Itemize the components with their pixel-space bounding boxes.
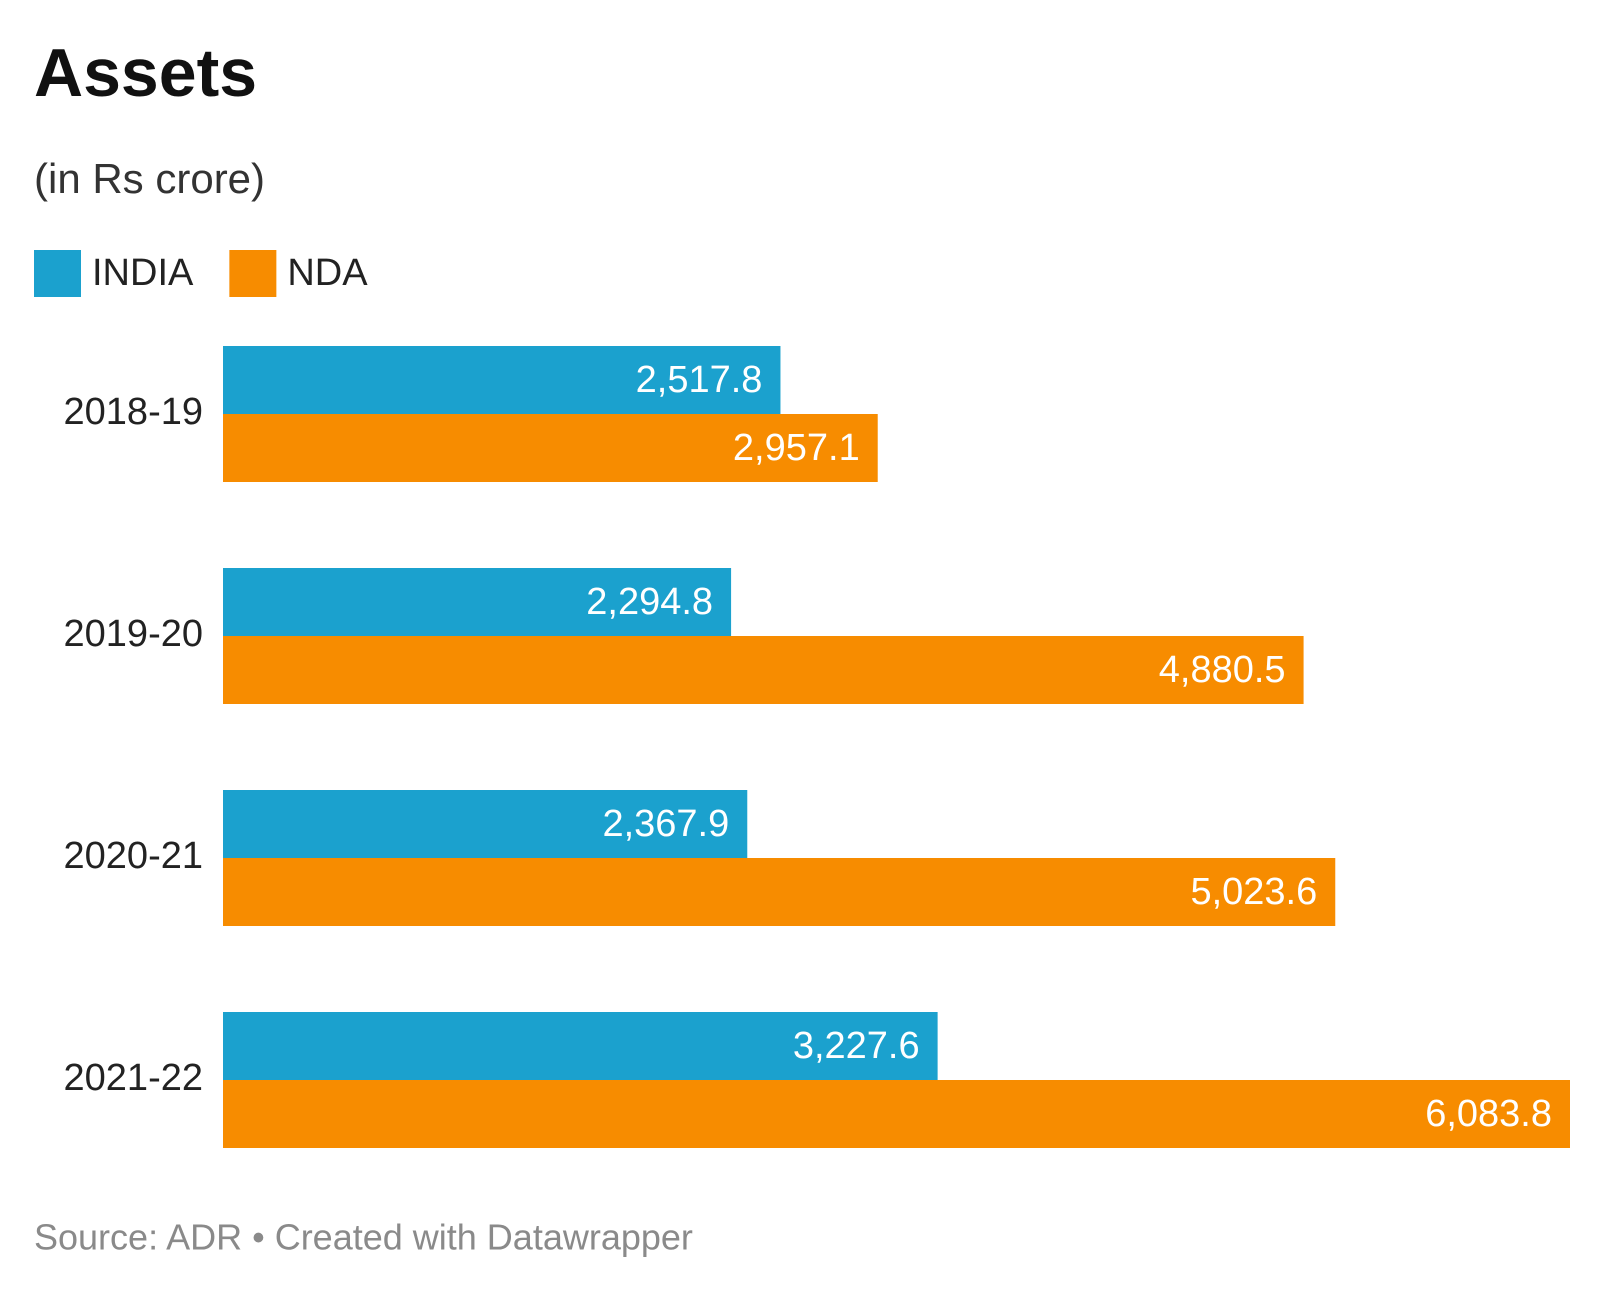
- data-label: 2,367.9: [602, 803, 729, 845]
- chart-title: Assets: [34, 35, 257, 111]
- legend-swatch: [34, 250, 81, 297]
- y-tick-label: 2019-20: [64, 613, 203, 655]
- bar: [223, 1012, 938, 1080]
- data-label: 2,957.1: [733, 427, 860, 469]
- data-label: 6,083.8: [1425, 1093, 1552, 1135]
- bar: [223, 790, 748, 858]
- y-tick-label: 2020-21: [64, 835, 203, 877]
- legend-label: NDA: [287, 252, 368, 294]
- bar: [223, 346, 781, 414]
- data-label: 5,023.6: [1190, 871, 1317, 913]
- data-label: 2,517.8: [636, 359, 763, 401]
- data-label: 4,880.5: [1159, 649, 1286, 691]
- data-label: 2,294.8: [586, 581, 713, 623]
- chart-subtitle: (in Rs crore): [34, 155, 265, 202]
- source: Source: ADR • Created with Datawrapper: [34, 1217, 693, 1258]
- bar: [223, 858, 1336, 926]
- y-tick-label: 2021-22: [64, 1057, 203, 1099]
- legend-label: INDIA: [92, 252, 194, 294]
- y-tick-label: 2018-19: [64, 391, 203, 433]
- bar: [223, 636, 1304, 704]
- bar: [223, 414, 878, 482]
- bar: [223, 1080, 1570, 1148]
- bar: [223, 568, 732, 636]
- legend-swatch: [229, 250, 277, 297]
- data-label: 3,227.6: [793, 1025, 920, 1067]
